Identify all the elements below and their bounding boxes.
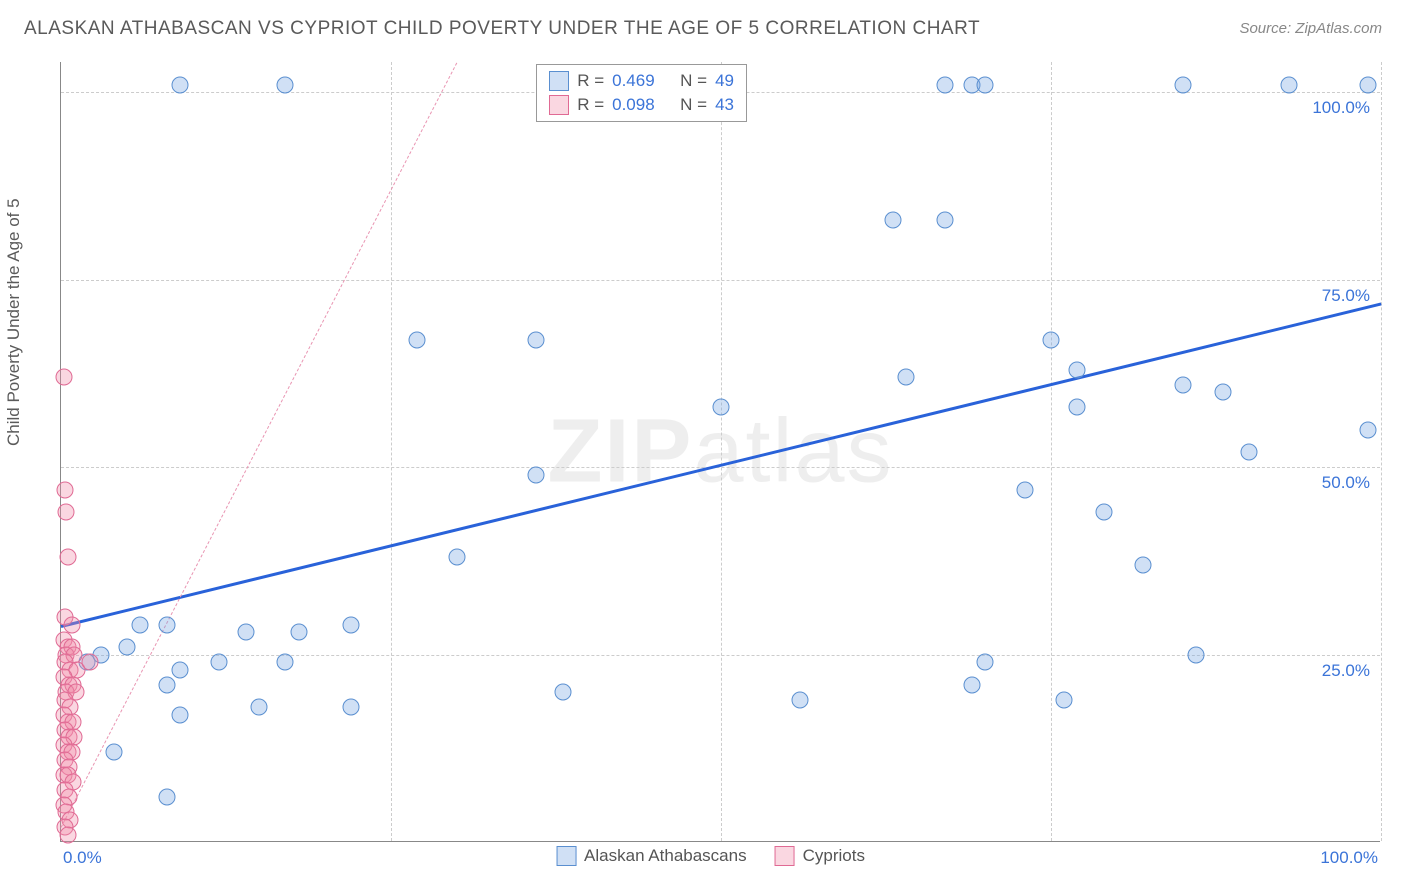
scatter-point [55, 369, 72, 386]
r-value: 0.469 [612, 71, 672, 91]
scatter-point [343, 699, 360, 716]
scatter-point [158, 789, 175, 806]
r-label: R = [577, 71, 604, 91]
scatter-point [1188, 646, 1205, 663]
scatter-point [884, 211, 901, 228]
scatter-point [1069, 399, 1086, 416]
scatter-point [132, 616, 149, 633]
scatter-point [963, 676, 980, 693]
scatter-point [1359, 76, 1376, 93]
scatter-point [59, 549, 76, 566]
n-label: N = [680, 95, 707, 115]
scatter-point [158, 616, 175, 633]
scatter-point [897, 369, 914, 386]
scatter-point [1241, 444, 1258, 461]
y-tick-label: 50.0% [1322, 473, 1370, 493]
scatter-point [554, 684, 571, 701]
gridline-vertical [721, 62, 722, 841]
scatter-point [211, 654, 228, 671]
legend-swatch [556, 846, 576, 866]
series-legend: Alaskan Athabascans Cypriots [556, 846, 885, 866]
scatter-point [1016, 481, 1033, 498]
scatter-point [251, 699, 268, 716]
y-axis-label: Child Poverty Under the Age of 5 [4, 198, 24, 446]
scatter-point [1359, 421, 1376, 438]
source-attribution: Source: ZipAtlas.com [1239, 20, 1382, 37]
correlation-legend-row: R = 0.469 N = 49 [549, 69, 734, 93]
correlation-legend-row: R = 0.098 N = 43 [549, 93, 734, 117]
scatter-point [937, 211, 954, 228]
scatter-point [528, 331, 545, 348]
scatter-point [171, 76, 188, 93]
x-tick-label: 0.0% [63, 848, 102, 868]
scatter-point [237, 624, 254, 641]
scatter-point [1095, 504, 1112, 521]
scatter-point [171, 661, 188, 678]
n-label: N = [680, 71, 707, 91]
scatter-point [1056, 691, 1073, 708]
scatter-point [158, 676, 175, 693]
scatter-point [449, 549, 466, 566]
y-tick-label: 100.0% [1312, 98, 1370, 118]
scatter-point [1175, 376, 1192, 393]
correlation-legend: R = 0.469 N = 49 R = 0.098 N = 43 [536, 64, 747, 122]
n-value: 43 [715, 95, 734, 115]
legend-swatch [775, 846, 795, 866]
legend-series-label: Cypriots [803, 846, 865, 866]
scatter-point [82, 654, 99, 671]
scatter-point [277, 76, 294, 93]
scatter-point [1280, 76, 1297, 93]
scatter-point [409, 331, 426, 348]
scatter-point [977, 76, 994, 93]
legend-series-label: Alaskan Athabascans [584, 846, 747, 866]
scatter-point [1069, 361, 1086, 378]
gridline-vertical [1051, 62, 1052, 841]
scatter-point [937, 76, 954, 93]
scatter-point [1175, 76, 1192, 93]
r-label: R = [577, 95, 604, 115]
scatter-point [1214, 384, 1231, 401]
scatter-point [105, 744, 122, 761]
gridline-vertical [391, 62, 392, 841]
scatter-point [56, 481, 73, 498]
y-tick-label: 75.0% [1322, 286, 1370, 306]
scatter-point [792, 691, 809, 708]
scatter-point [277, 654, 294, 671]
x-tick-label: 100.0% [1320, 848, 1378, 868]
r-value: 0.098 [612, 95, 672, 115]
gridline-vertical [1381, 62, 1382, 841]
scatter-point [977, 654, 994, 671]
scatter-point [171, 706, 188, 723]
scatter-point [528, 466, 545, 483]
scatter-point [1043, 331, 1060, 348]
scatter-point [343, 616, 360, 633]
scatter-point [119, 639, 136, 656]
scatter-point [713, 399, 730, 416]
n-value: 49 [715, 71, 734, 91]
legend-swatch [549, 71, 569, 91]
scatter-point [58, 504, 75, 521]
chart-title: ALASKAN ATHABASCAN VS CYPRIOT CHILD POVE… [24, 18, 980, 40]
legend-swatch [549, 95, 569, 115]
scatter-point [59, 826, 76, 843]
scatter-point [290, 624, 307, 641]
scatter-point [1135, 556, 1152, 573]
y-tick-label: 25.0% [1322, 661, 1370, 681]
scatter-plot-area: ZIPatlas 25.0%50.0%75.0%100.0%0.0%100.0%… [60, 62, 1380, 842]
